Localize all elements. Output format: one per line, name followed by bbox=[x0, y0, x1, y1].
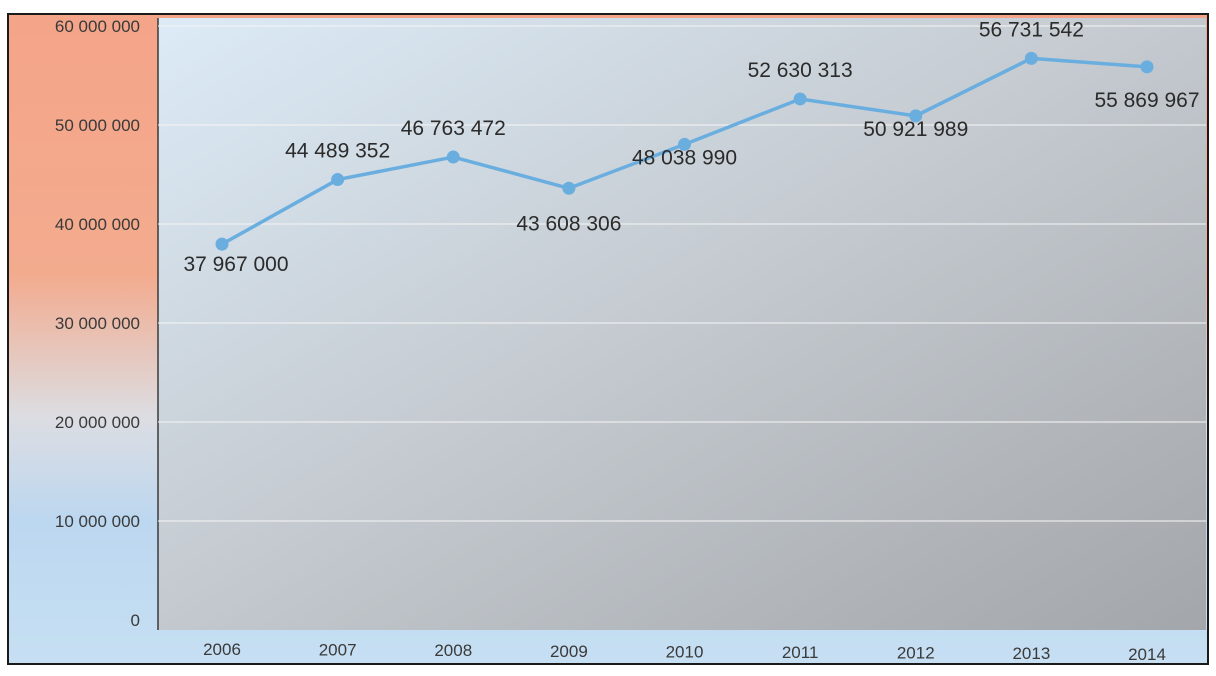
data-label: 55 869 967 bbox=[1094, 89, 1199, 112]
y-tick-label: 60 000 000 bbox=[55, 17, 140, 36]
x-axis-tick-labels: 2006 2007 2008 2009 2010 2011 2012 2013 2014 bbox=[203, 640, 1166, 664]
y-tick-label: 20 000 000 bbox=[55, 413, 140, 432]
plot-area bbox=[158, 18, 1206, 630]
data-point bbox=[793, 92, 807, 106]
x-tick-label: 2006 bbox=[203, 640, 241, 659]
data-point bbox=[1140, 60, 1154, 74]
x-tick-label: 2010 bbox=[666, 642, 704, 661]
y-tick-label: 30 000 000 bbox=[55, 314, 140, 333]
data-label: 50 921 989 bbox=[863, 118, 968, 141]
x-tick-label: 2007 bbox=[319, 641, 357, 660]
data-point bbox=[678, 137, 691, 151]
x-tick-label: 2012 bbox=[897, 644, 935, 663]
data-point bbox=[215, 237, 229, 251]
y-axis-tick-labels: 0 10 000 000 20 000 000 30 000 000 40 000 00… bbox=[55, 17, 140, 630]
data-point bbox=[331, 173, 345, 187]
y-tick-label: 10 000 000 bbox=[55, 512, 140, 531]
gridlines bbox=[158, 25, 1206, 522]
x-tick-label: 2008 bbox=[434, 641, 472, 660]
data-points bbox=[215, 51, 1154, 251]
x-tick-label: 2011 bbox=[782, 643, 819, 662]
data-label: 46 763 472 bbox=[401, 117, 506, 140]
data-label: 44 489 352 bbox=[285, 140, 390, 163]
data-label: 37 967 000 bbox=[183, 253, 288, 276]
x-tick-label: 2009 bbox=[550, 642, 588, 661]
data-labels: 37 967 000 44 489 352 46 763 472 43 608 306… bbox=[183, 18, 1199, 276]
data-label: 48 038 990 bbox=[632, 146, 737, 169]
data-label: 43 608 306 bbox=[516, 212, 621, 235]
data-label: 52 630 313 bbox=[748, 59, 853, 82]
data-point bbox=[909, 109, 923, 123]
x-tick-label: 2014 bbox=[1128, 645, 1166, 664]
data-point bbox=[562, 181, 576, 195]
data-point bbox=[1024, 51, 1038, 65]
data-point bbox=[446, 150, 460, 164]
x-tick-label: 2013 bbox=[1012, 644, 1050, 663]
y-tick-label: 50 000 000 bbox=[55, 116, 140, 135]
y-tick-label: 40 000 000 bbox=[55, 215, 140, 234]
data-label: 56 731 542 bbox=[979, 18, 1084, 41]
y-tick-label: 0 bbox=[131, 611, 140, 630]
